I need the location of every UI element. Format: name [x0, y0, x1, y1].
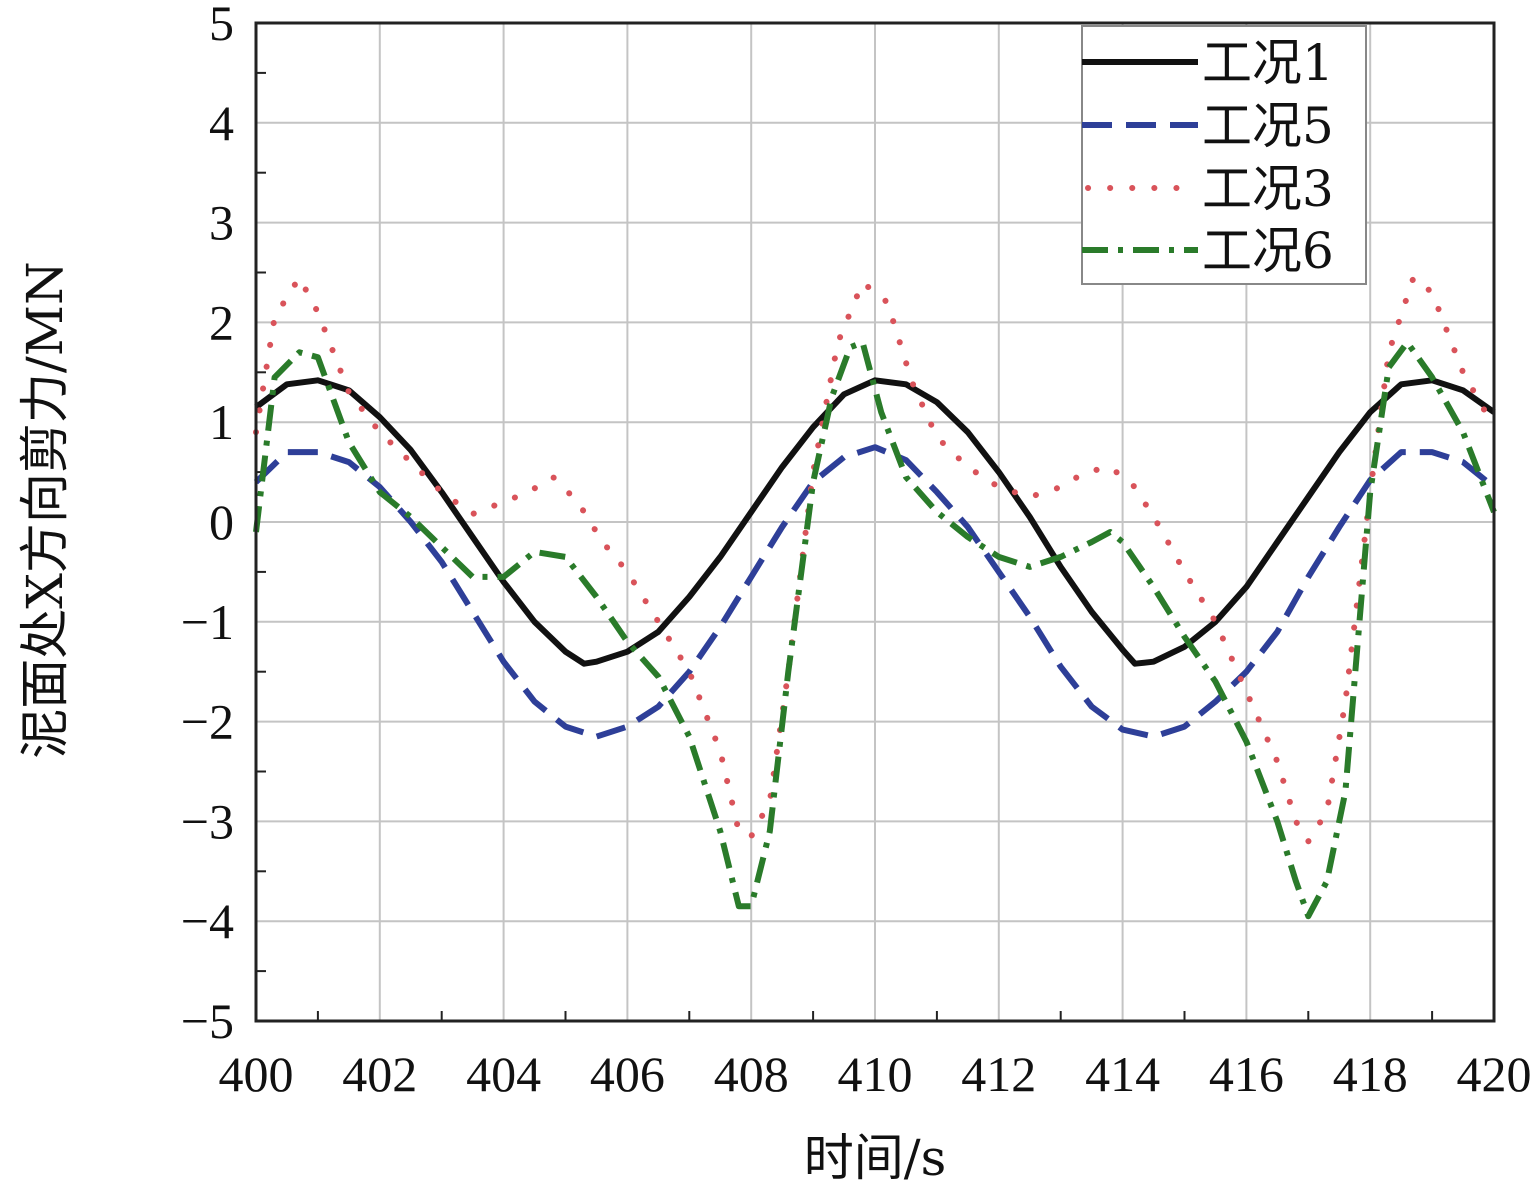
y-tick-label: 2 — [209, 294, 234, 350]
x-tick-label: 414 — [1085, 1046, 1160, 1102]
legend: 工况1 工况5 工况3 工况6 — [1081, 25, 1367, 285]
legend-box — [1081, 25, 1367, 285]
y-axis-title: 泥面处X方向剪力/MN — [16, 261, 74, 758]
x-tick-label: 404 — [466, 1046, 541, 1102]
plot-frame — [254, 21, 1496, 1023]
y-tick-label: −4 — [181, 893, 234, 949]
series-line-2 — [253, 444, 1496, 740]
x-tick-label: 412 — [961, 1046, 1036, 1102]
y-tick-label: 1 — [209, 394, 234, 450]
x-tick-labels: 400 402 404 406 408 410 412 414 416 418 … — [219, 1046, 1530, 1102]
legend-label-6: 工况6 — [1202, 222, 1334, 280]
x-axis-title: 时间/s — [804, 1129, 947, 1187]
y-tick-label: 0 — [209, 494, 234, 550]
x-tick-label: 410 — [838, 1046, 913, 1102]
x-tick-label: 420 — [1457, 1046, 1530, 1102]
legend-label-5: 工况5 — [1202, 97, 1334, 155]
y-tick-label: 4 — [209, 95, 234, 151]
y-tick-labels: 5 4 3 2 1 0 −1 −2 −3 −4 −5 — [181, 0, 234, 1049]
y-tick-label: −2 — [181, 694, 234, 750]
x-tick-label: 400 — [219, 1046, 294, 1102]
x-tick-label: 416 — [1209, 1046, 1284, 1102]
y-tick-label: 3 — [209, 195, 234, 251]
y-tick-label: 5 — [209, 0, 234, 51]
x-tick-label: 402 — [342, 1046, 417, 1102]
y-tick-label: −5 — [181, 993, 234, 1049]
x-tick-label: 406 — [590, 1046, 665, 1102]
x-tick-label: 408 — [714, 1046, 789, 1102]
y-tick-label: −3 — [181, 793, 234, 849]
legend-label-3: 工况3 — [1202, 160, 1334, 218]
y-tick-label: −1 — [181, 594, 234, 650]
x-tick-label: 418 — [1333, 1046, 1408, 1102]
series-layer — [253, 274, 1497, 920]
legend-label-1: 工况1 — [1202, 34, 1334, 92]
